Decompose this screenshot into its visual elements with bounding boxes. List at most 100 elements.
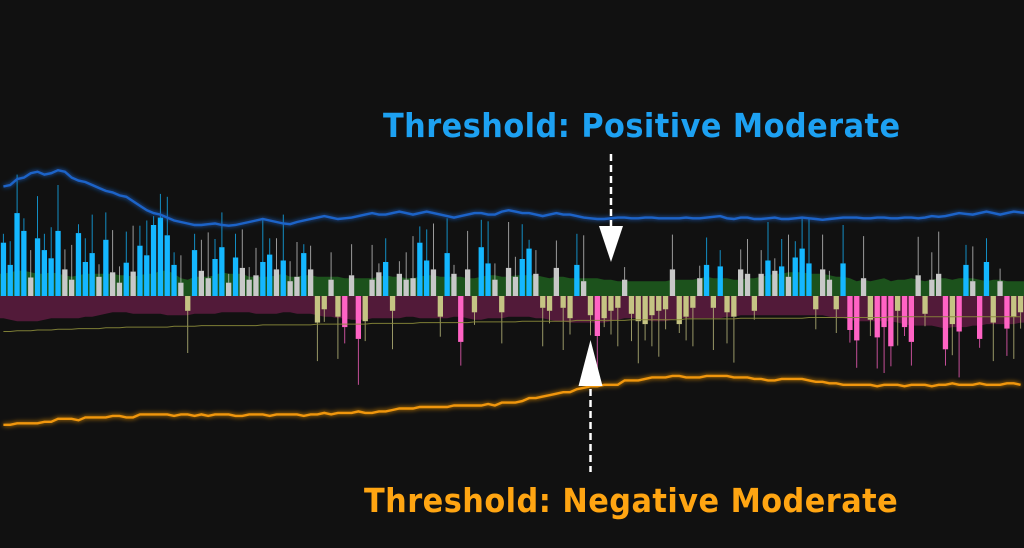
histogram-bar (581, 281, 587, 296)
histogram-bar (198, 270, 204, 296)
histogram-bar (335, 296, 341, 317)
histogram-bar (792, 257, 798, 296)
histogram-bar (294, 276, 300, 296)
histogram-bar (505, 267, 512, 296)
line-layer (3, 168, 1024, 426)
histogram-bar (676, 296, 682, 325)
histogram-bar (430, 269, 437, 296)
histogram-bar (806, 263, 812, 296)
histogram-bar (622, 279, 628, 296)
histogram-bar (396, 273, 402, 296)
histogram-bar (553, 267, 559, 296)
histogram-bar (150, 225, 157, 296)
histogram-bar (171, 264, 177, 296)
histogram-bar (526, 248, 532, 296)
histogram-bar (826, 279, 833, 296)
histogram-bar (157, 217, 164, 296)
histogram-bar (635, 296, 641, 322)
histogram-bar (314, 296, 321, 323)
histogram-bar (758, 273, 764, 296)
histogram-bar (116, 282, 123, 296)
histogram-bar (669, 269, 676, 296)
histogram-bar (744, 273, 751, 296)
histogram-bar (383, 262, 389, 296)
histogram-bar (895, 296, 901, 311)
histogram-bar (424, 260, 430, 296)
histogram-bar (239, 267, 245, 296)
histogram-bar (444, 253, 450, 296)
histogram-bar (48, 258, 54, 296)
histogram-bar (273, 269, 280, 296)
histogram-bar (997, 281, 1003, 296)
histogram-bar (874, 296, 880, 338)
histogram-bar (820, 269, 826, 296)
histogram-bar (649, 296, 655, 316)
histogram-bar (813, 296, 819, 310)
histogram-bar (219, 247, 225, 296)
histogram-bar (69, 279, 75, 296)
histogram-bar (990, 296, 996, 323)
histogram-bar (785, 276, 792, 296)
histogram-bar (1011, 296, 1017, 317)
histogram-bar (949, 296, 955, 325)
histogram-bar (226, 282, 232, 296)
histogram-bar (389, 296, 396, 311)
histogram-bar (901, 296, 908, 328)
histogram-bar (34, 238, 41, 296)
histogram-bar (465, 269, 471, 296)
histogram-bar (0, 242, 7, 296)
histogram-bar (717, 266, 723, 296)
histogram-bar (212, 259, 218, 296)
histogram-bar (267, 254, 273, 296)
histogram-bar (724, 296, 730, 313)
histogram-bar (485, 263, 491, 296)
histogram-bar (662, 296, 669, 310)
histogram-bar (185, 296, 191, 311)
histogram-bar (123, 262, 129, 296)
histogram-bar (260, 262, 266, 296)
histogram-bar (512, 276, 519, 296)
histogram-bar (348, 275, 355, 296)
histogram-bar (110, 272, 116, 296)
histogram-bar (55, 230, 61, 296)
histogram-bar (942, 296, 949, 350)
histogram-bar (683, 296, 689, 317)
histogram-bar (540, 296, 546, 308)
histogram-bar (246, 279, 252, 296)
histogram-bar (519, 259, 525, 296)
histogram-bar (130, 271, 136, 296)
histogram-layer (0, 213, 1024, 350)
histogram-bar (342, 296, 348, 328)
histogram-bar (936, 273, 942, 296)
positive-threshold-label: Threshold: Positive Moderate (383, 106, 901, 145)
histogram-bar (178, 282, 184, 296)
histogram-bar (963, 264, 969, 296)
histogram-bar (137, 245, 143, 296)
negative-arrow-head (578, 340, 603, 386)
histogram-bar (738, 269, 744, 296)
histogram-bar (144, 255, 150, 296)
histogram-bar (21, 230, 27, 296)
histogram-bar (82, 262, 88, 296)
histogram-bar (710, 296, 716, 308)
histogram-bar (779, 266, 785, 296)
histogram-bar (41, 250, 47, 296)
histogram-bar (253, 275, 259, 296)
positive-arrow-head (598, 226, 623, 262)
histogram-bar (28, 277, 34, 296)
histogram-bar (492, 279, 498, 296)
histogram-bar (567, 296, 573, 319)
histogram-bar (867, 296, 873, 320)
histogram-bar (601, 296, 607, 319)
signal-line (3, 316, 1021, 332)
histogram-bar (287, 281, 293, 296)
histogram-bar (280, 260, 286, 296)
histogram-bar (915, 275, 921, 296)
histogram-bar (355, 296, 361, 339)
positive-threshold-line (3, 168, 1024, 227)
histogram-bar (103, 239, 109, 296)
histogram-bar (594, 296, 600, 336)
histogram-bar (560, 296, 566, 308)
histogram-bar (191, 250, 198, 296)
histogram-bar (587, 296, 594, 316)
